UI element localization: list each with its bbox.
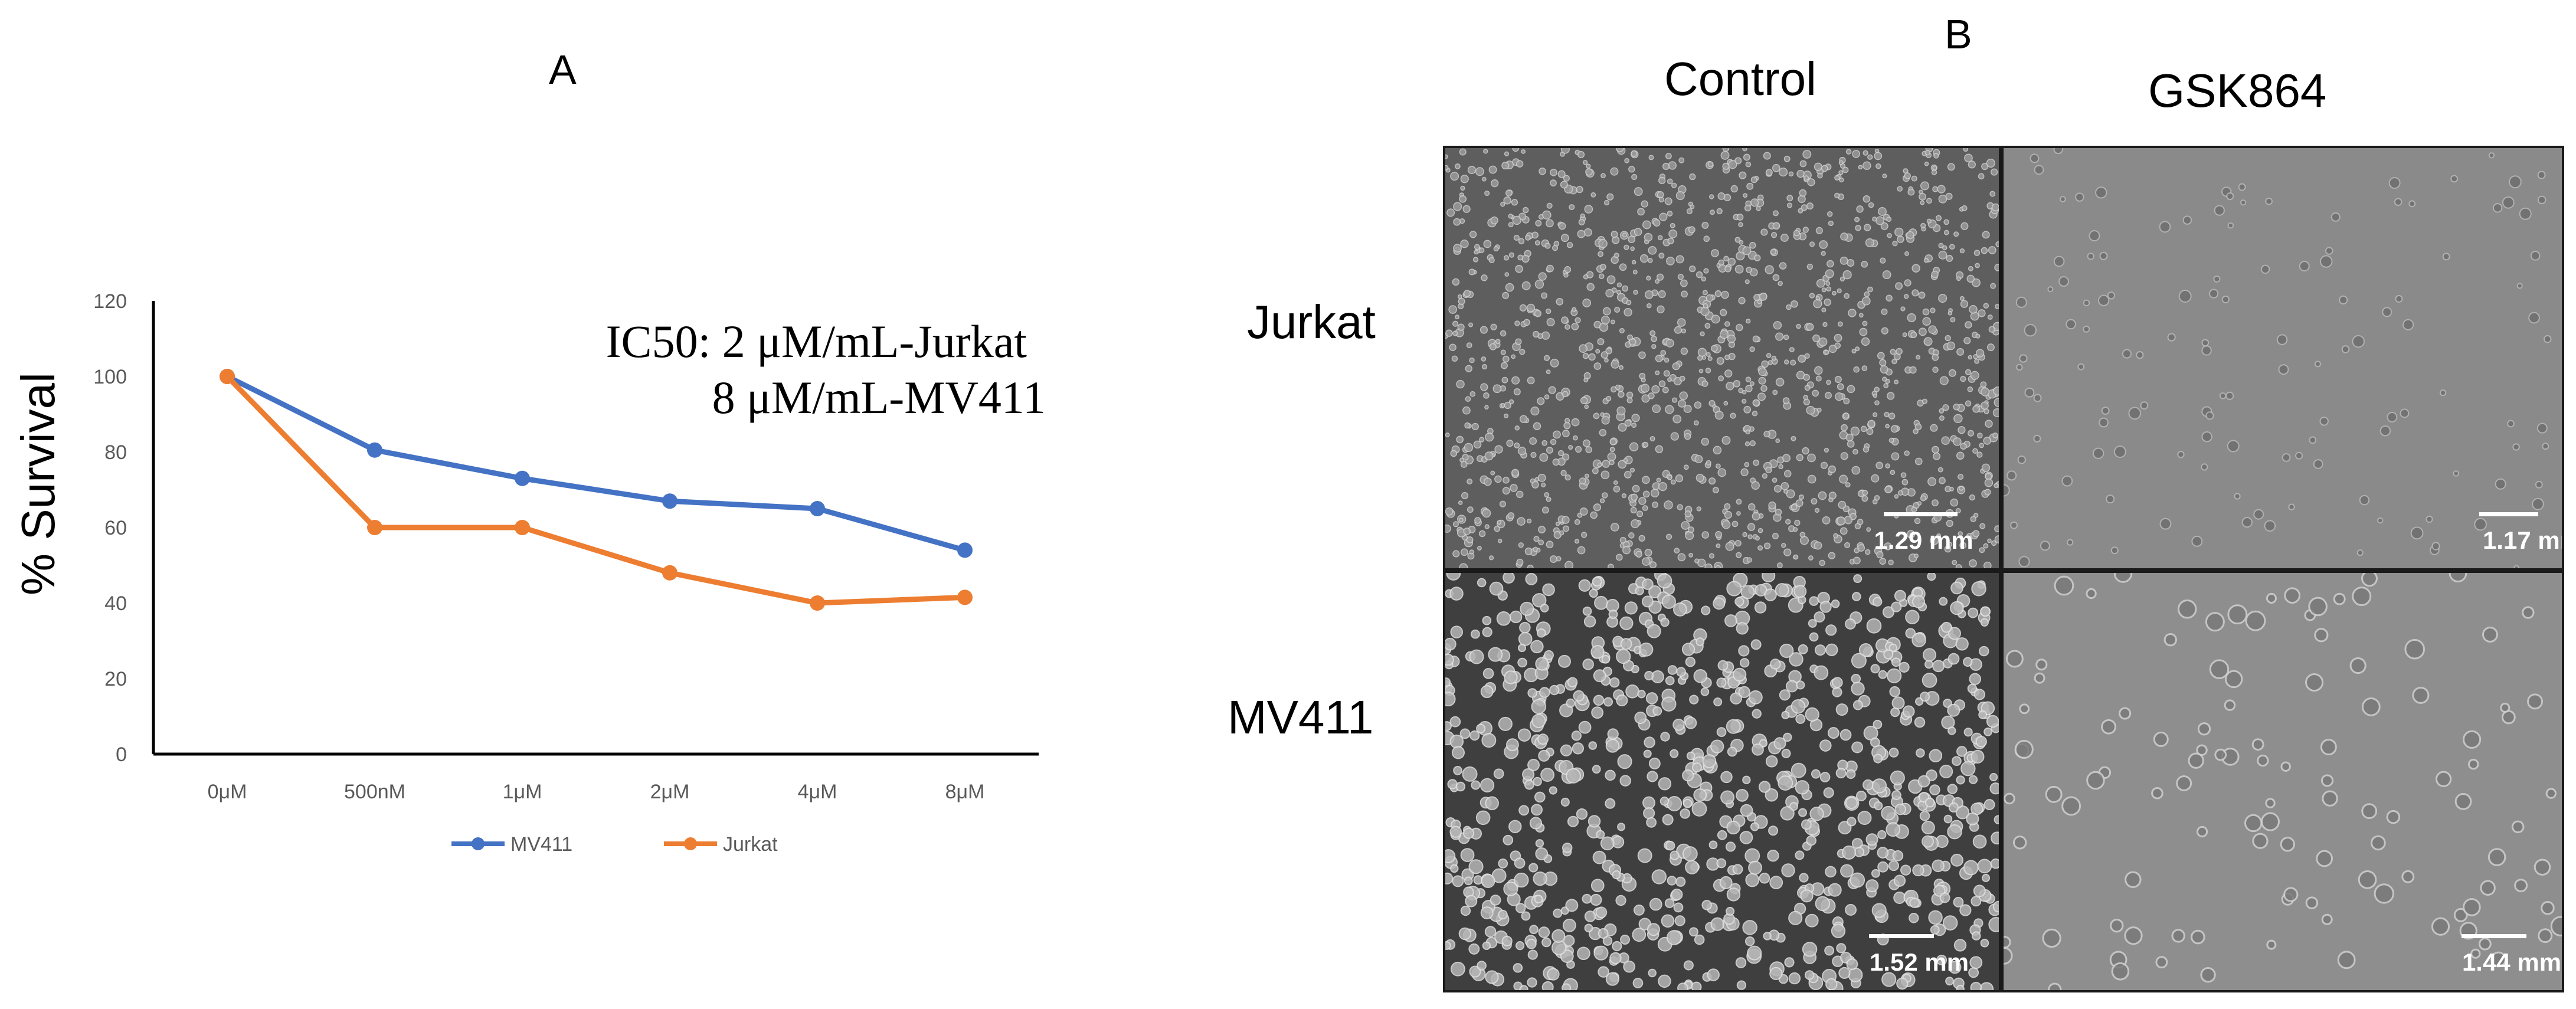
micrograph-background bbox=[2004, 148, 2562, 568]
series-jurkat bbox=[220, 369, 973, 611]
cell-layer bbox=[2004, 573, 2562, 990]
x-tick-labels: 0μM 500nM 1μM 2μM 4μM 8μM bbox=[208, 781, 985, 803]
survival-line-chart: 0 20 40 60 80 100 120 0μM 500nM 1μM 2μM 4μM 8μM MV4… bbox=[12, 290, 1046, 856]
micrograph-mv411-gsk864: 1.44 mm bbox=[2001, 571, 2564, 992]
x-tick-label: 8μM bbox=[945, 781, 985, 803]
x-tick-label: 500nM bbox=[344, 781, 405, 803]
series-line bbox=[225, 374, 965, 606]
legend-label: MV411 bbox=[510, 833, 572, 856]
micrograph-image: 1.44 mm bbox=[2004, 573, 2562, 990]
scale-bar bbox=[2462, 934, 2526, 938]
y-tick-labels: 0 20 40 60 80 100 120 bbox=[93, 290, 127, 766]
micrograph-image: 1.52 mm bbox=[1445, 573, 1999, 990]
y-tick-label: 0 bbox=[116, 743, 127, 766]
x-tick-label: 2μM bbox=[650, 781, 690, 803]
row-label-jurkat: Jurkat bbox=[1247, 296, 1376, 348]
x-tick-label: 0μM bbox=[208, 781, 247, 803]
chart-axes bbox=[152, 301, 1039, 756]
data-point bbox=[662, 565, 677, 581]
scale-bar-label: 1.29 mm bbox=[1874, 526, 1973, 554]
scale-bar-label: 1.17 mm bbox=[2483, 526, 2562, 554]
ic50-annotation-line1: IC50: 2 μM/mL-Jurkat bbox=[606, 316, 1027, 367]
data-point bbox=[367, 442, 382, 458]
y-tick-label: 120 bbox=[93, 290, 127, 313]
data-point bbox=[515, 470, 530, 486]
data-point bbox=[810, 595, 825, 611]
data-point bbox=[957, 542, 973, 558]
y-tick-label: 60 bbox=[104, 517, 127, 539]
data-point bbox=[810, 501, 825, 516]
panel-a-letter: A bbox=[549, 47, 577, 93]
y-axis-label: % Survival bbox=[12, 372, 64, 595]
x-tick-label: 1μM bbox=[503, 781, 542, 803]
micrograph-image: 1.17 mm bbox=[2004, 148, 2562, 568]
series-layer bbox=[220, 369, 973, 611]
column-label-control: Control bbox=[1664, 53, 1816, 105]
column-label-gsk864: GSK864 bbox=[2148, 64, 2327, 117]
scale-bar bbox=[2479, 512, 2538, 516]
legend-item-mv411: MV411 bbox=[451, 833, 572, 856]
cell-layer bbox=[1445, 148, 1999, 568]
row-label-mv411: MV411 bbox=[1228, 691, 1374, 743]
y-tick-label: 100 bbox=[93, 366, 127, 388]
series-line bbox=[225, 374, 966, 553]
x-tick-label: 4μM bbox=[798, 781, 837, 803]
y-tick-label: 80 bbox=[104, 441, 127, 464]
legend-item-jurkat: Jurkat bbox=[664, 833, 778, 856]
data-point bbox=[367, 520, 382, 535]
micrograph-jurkat-control: 1.29 mm bbox=[1443, 146, 2001, 571]
micrograph-mv411-control: 1.52 mm bbox=[1443, 571, 2001, 992]
chart-legend: MV411 Jurkat bbox=[451, 833, 778, 856]
data-point bbox=[515, 520, 530, 535]
data-point bbox=[957, 589, 973, 605]
scale-bar-label: 1.44 mm bbox=[2462, 948, 2561, 976]
y-tick-label: 40 bbox=[104, 592, 127, 615]
data-point bbox=[220, 369, 235, 384]
scale-bar bbox=[1869, 934, 1934, 938]
legend-swatch-marker bbox=[472, 837, 485, 850]
cell-layer bbox=[2004, 148, 2552, 568]
y-tick-label: 20 bbox=[104, 668, 127, 690]
data-point bbox=[662, 493, 677, 509]
scale-bar bbox=[1884, 512, 1958, 516]
series-mv411 bbox=[220, 369, 973, 558]
scale-bar-label: 1.52 mm bbox=[1870, 948, 1969, 976]
panel-b-letter: B bbox=[1945, 11, 1972, 57]
micrograph-jurkat-gsk864: 1.17 mm bbox=[2001, 146, 2564, 571]
cell-layer bbox=[1445, 573, 1999, 990]
micrograph-image: 1.29 mm bbox=[1445, 148, 1999, 568]
ic50-annotation-line2: 8 μM/mL-MV411 bbox=[712, 372, 1046, 423]
legend-swatch-marker bbox=[684, 837, 697, 850]
legend-label: Jurkat bbox=[723, 833, 778, 856]
